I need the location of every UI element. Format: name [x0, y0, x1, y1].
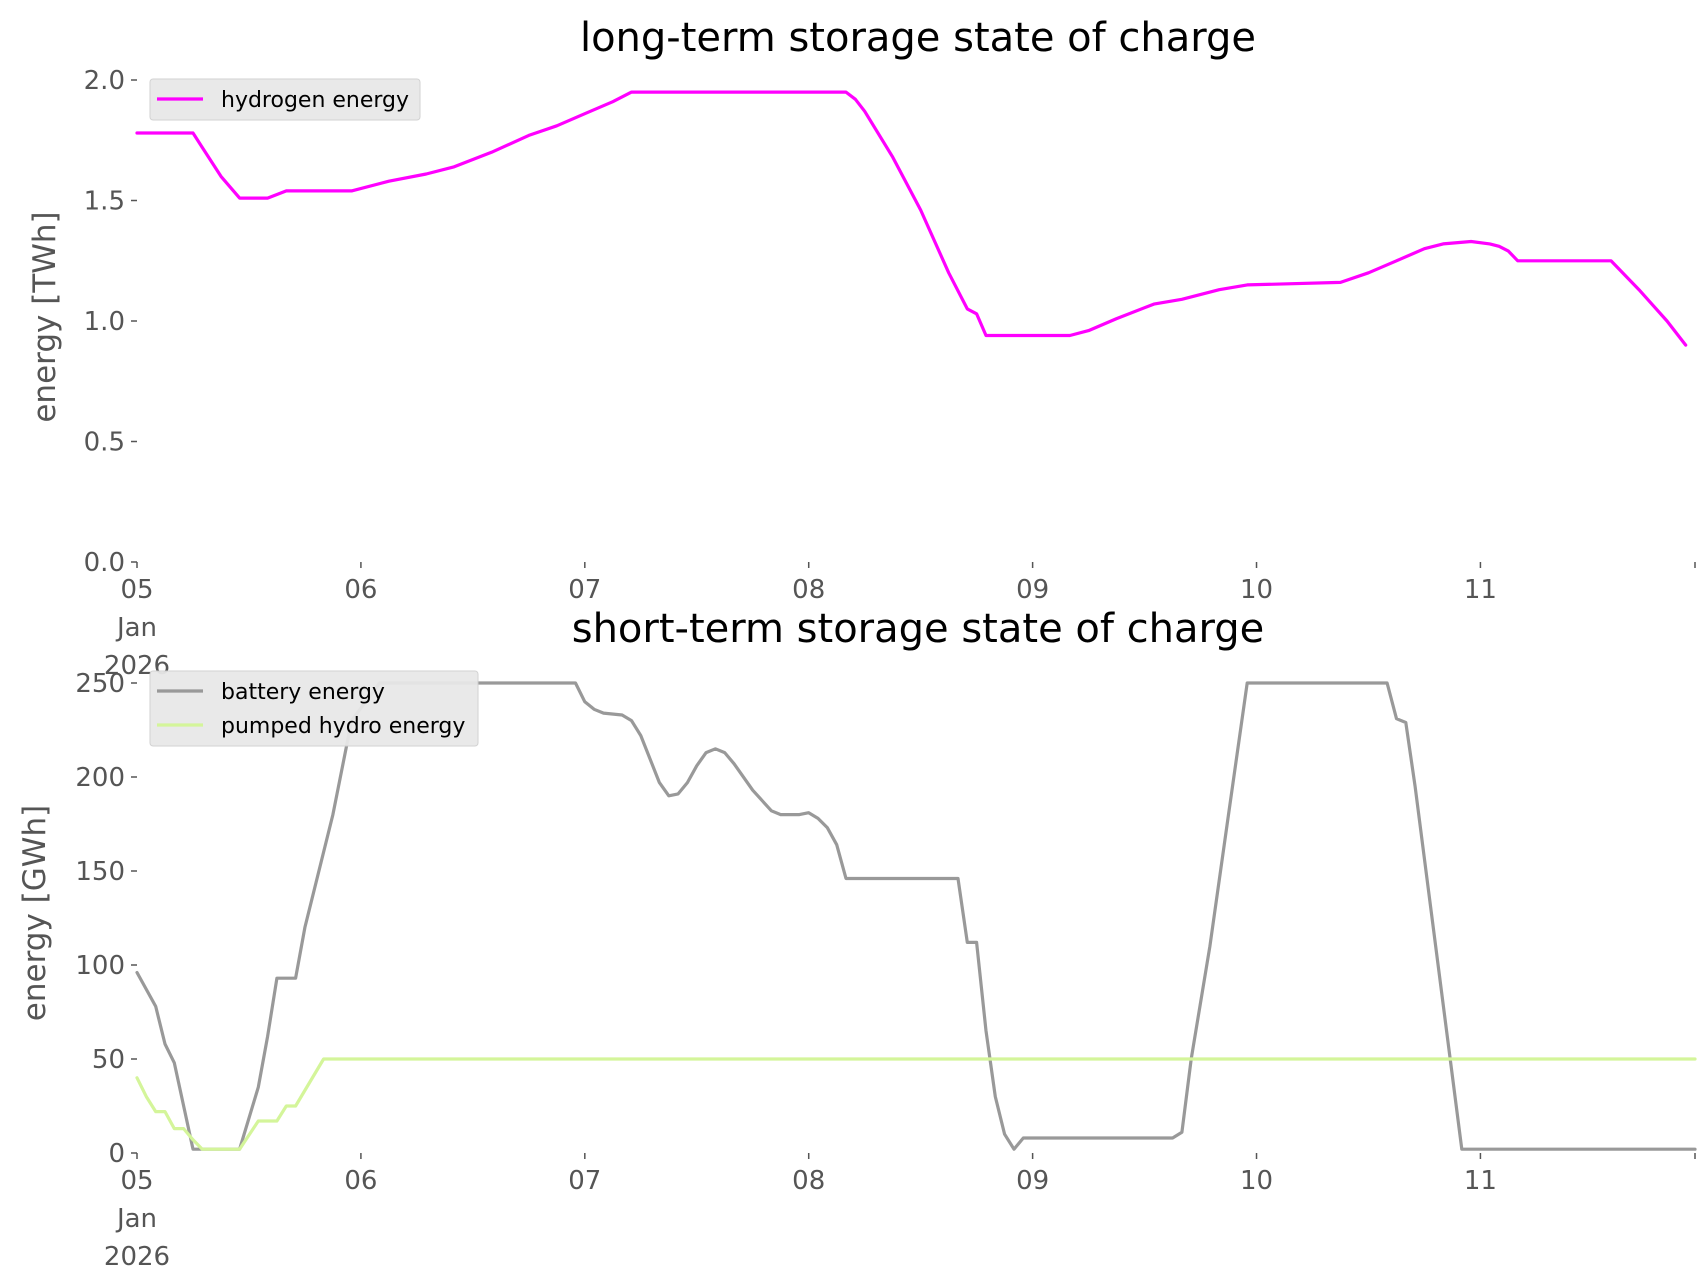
legend-box [149, 670, 479, 747]
x-tick-label: 06 [344, 1166, 377, 1196]
y-tick-label: 0.5 [84, 428, 125, 458]
x-tick-label: 06 [344, 575, 377, 605]
legend: battery energy pumped hydro energy [149, 670, 479, 747]
y-axis-label: energy [TWh] [27, 211, 63, 422]
y-tick-label: 150 [75, 857, 125, 887]
y-tick-label: 1.5 [84, 187, 125, 217]
y-tick-label: 0.0 [84, 548, 125, 578]
x-tick-label: 05 [120, 575, 153, 605]
x-tick-label: 08 [792, 1166, 825, 1196]
y-tick-label: 100 [75, 951, 125, 981]
y-tick-label: 0 [108, 1139, 125, 1169]
chart-title: short-term storage state of charge [572, 606, 1265, 652]
x-tick-label: 08 [792, 575, 825, 605]
short-term-storage-chart: short-term storage state of charge energ… [17, 606, 1697, 1272]
y-tick-label: 250 [75, 669, 125, 699]
series-line-battery-energy [135, 681, 1697, 1151]
legend-label-pumped-hydro-energy: pumped hydro energy [221, 714, 465, 739]
x-tick-label: 05 [120, 1166, 153, 1196]
chart-title: long-term storage state of charge [580, 15, 1256, 61]
x-tick-label: 2026 [104, 1242, 170, 1272]
x-tick-label: 10 [1240, 575, 1273, 605]
y-tick-label: 2.0 [84, 66, 125, 96]
y-tick-label: 1.0 [84, 307, 125, 337]
series-line-hydrogen-energy [135, 90, 1688, 347]
legend-label-hydrogen-energy: hydrogen energy [221, 88, 409, 113]
y-tick-label: 200 [75, 763, 125, 793]
legend: hydrogen energy [149, 78, 421, 121]
series-line-pumped-hydro-energy [135, 1057, 1697, 1151]
x-tick-label: Jan [115, 613, 157, 643]
y-tick-label: 50 [92, 1045, 125, 1075]
x-tick-label: 09 [1016, 1166, 1049, 1196]
series-lines [135, 681, 1697, 1151]
x-tick-label: 09 [1016, 575, 1049, 605]
y-axis-label: energy [GWh] [17, 805, 53, 1021]
x-tick-label: 07 [568, 1166, 601, 1196]
legend-box [149, 78, 421, 121]
x-tick-label: 10 [1240, 1166, 1273, 1196]
x-tick-label: 11 [1464, 1166, 1497, 1196]
x-tick-label: 11 [1464, 575, 1497, 605]
legend-label-battery-energy: battery energy [221, 680, 385, 705]
x-tick-label: Jan [115, 1204, 157, 1234]
series-lines [135, 90, 1688, 347]
long-term-storage-chart: long-term storage state of charge energy… [27, 15, 1696, 681]
x-tick-label: 07 [568, 575, 601, 605]
axis-ticks: 0 50 100 150 200 250 05 Jan 2026 06 07 08 09 10 11 [75, 669, 1696, 1272]
